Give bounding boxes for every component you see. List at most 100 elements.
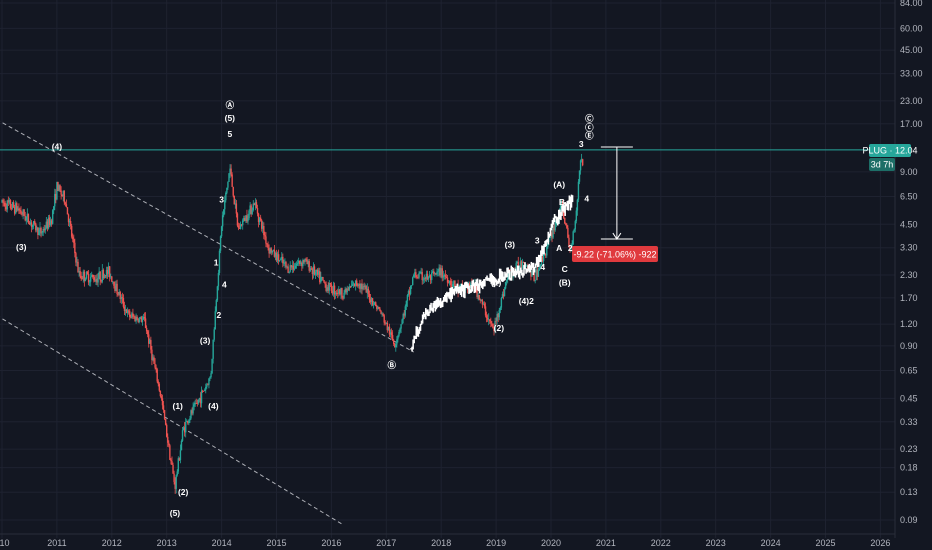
candle-body bbox=[353, 283, 356, 287]
candle-body bbox=[1, 200, 3, 203]
candle-body bbox=[320, 277, 322, 283]
candle-body bbox=[440, 268, 442, 276]
candle-body bbox=[349, 286, 352, 288]
x-tick-label: 2020 bbox=[541, 538, 561, 548]
candle-body bbox=[41, 232, 43, 234]
candle-body bbox=[56, 181, 58, 200]
candle-body bbox=[170, 459, 172, 462]
trendline[interactable] bbox=[0, 119, 414, 353]
candle-body bbox=[384, 322, 386, 324]
candle-body bbox=[168, 442, 170, 446]
candle-body bbox=[166, 424, 168, 437]
candle-body bbox=[258, 217, 261, 223]
candle-body bbox=[504, 281, 507, 289]
wave-label: (3) bbox=[200, 335, 211, 345]
wave-label: (4) bbox=[208, 401, 219, 411]
candle-body bbox=[386, 322, 389, 331]
candle-body bbox=[130, 316, 132, 318]
wave-label: (B) bbox=[559, 278, 571, 288]
candle-body bbox=[334, 292, 337, 295]
y-axis[interactable]: 84.00 60.00 45.00 33.00 23.00 17.00 9.00 6.50 4.… bbox=[894, 0, 923, 538]
candle-body bbox=[538, 268, 541, 270]
candle-body bbox=[239, 224, 242, 229]
candle-body bbox=[303, 260, 305, 262]
candle-body bbox=[520, 261, 523, 268]
candle-body bbox=[338, 289, 340, 294]
candle-body bbox=[78, 271, 80, 273]
candle-body bbox=[188, 420, 190, 424]
candle-body bbox=[48, 217, 51, 225]
wave-label: 4 bbox=[540, 262, 545, 272]
candle-body bbox=[5, 207, 7, 210]
candle-body bbox=[145, 327, 148, 332]
candle-body bbox=[414, 272, 416, 275]
candle-body bbox=[138, 318, 140, 322]
candle-body bbox=[108, 266, 111, 278]
price-badge-label: PLUG · 12.04 bbox=[862, 146, 917, 156]
candle-body bbox=[24, 215, 26, 221]
trendline[interactable] bbox=[0, 315, 343, 525]
candle-body bbox=[490, 321, 492, 324]
candle-body bbox=[319, 271, 321, 283]
candle-body bbox=[129, 311, 131, 317]
candle-body bbox=[575, 210, 578, 222]
candle-body bbox=[479, 299, 481, 301]
candle-body bbox=[192, 406, 194, 414]
candle-body bbox=[234, 203, 237, 205]
candle-body bbox=[167, 436, 169, 443]
candle-body bbox=[127, 310, 130, 312]
candle-body bbox=[485, 315, 488, 318]
candle-body bbox=[253, 203, 256, 206]
candle-body bbox=[347, 288, 349, 290]
y-tick-label: 2.30 bbox=[900, 270, 918, 280]
candle-body bbox=[106, 270, 109, 274]
candle-body bbox=[244, 218, 246, 221]
countdown-label: 3d 7h bbox=[871, 160, 894, 170]
candle-body bbox=[54, 193, 56, 207]
candle-body bbox=[535, 269, 537, 281]
candle-body bbox=[246, 215, 248, 222]
candle-body bbox=[172, 464, 174, 474]
measure-tool[interactable]: -9.22 (-71.06%) -922 bbox=[572, 146, 658, 262]
candle-body bbox=[484, 306, 487, 316]
x-tick-label: 2021 bbox=[596, 538, 616, 548]
candle-body bbox=[308, 261, 310, 271]
candle-body bbox=[478, 294, 480, 300]
wave-label: (3) bbox=[505, 240, 516, 250]
y-tick-label: 84.00 bbox=[900, 0, 923, 8]
candle-body bbox=[150, 340, 152, 350]
candle-body bbox=[411, 277, 414, 286]
x-axis[interactable]: 010 2011 2012 2013 2014 2015 2016 2017 2018 2019 2… bbox=[0, 533, 895, 548]
candle-body bbox=[38, 230, 40, 236]
candle-body bbox=[140, 317, 143, 322]
candle-body bbox=[185, 422, 187, 433]
candle-body bbox=[227, 181, 229, 188]
candle-body bbox=[21, 213, 23, 215]
x-tick-label: 2015 bbox=[266, 538, 286, 548]
candle-body bbox=[215, 300, 218, 312]
candle-body bbox=[175, 475, 177, 489]
candle-body bbox=[277, 254, 280, 261]
candle-body bbox=[459, 284, 461, 288]
candle-body bbox=[263, 225, 265, 236]
candle-body bbox=[189, 418, 191, 421]
candle-body bbox=[361, 283, 363, 290]
candle-body bbox=[64, 202, 67, 205]
candle-body bbox=[211, 358, 213, 374]
candle-body bbox=[537, 269, 540, 277]
candle-body bbox=[325, 284, 327, 292]
price-badge: PLUG · 12.04 3d 7h bbox=[862, 144, 918, 171]
trendlines[interactable] bbox=[0, 119, 414, 525]
candle-body bbox=[156, 369, 158, 382]
candle-body bbox=[96, 279, 98, 283]
candle-body bbox=[112, 281, 114, 283]
candle-body bbox=[405, 300, 408, 307]
candle-body bbox=[567, 227, 569, 238]
wave-label: 2 bbox=[216, 310, 221, 320]
candle-body bbox=[169, 445, 171, 460]
candle-body bbox=[438, 267, 440, 272]
candle-body bbox=[283, 263, 285, 265]
candle-body bbox=[53, 206, 55, 211]
candle-body bbox=[30, 222, 33, 227]
